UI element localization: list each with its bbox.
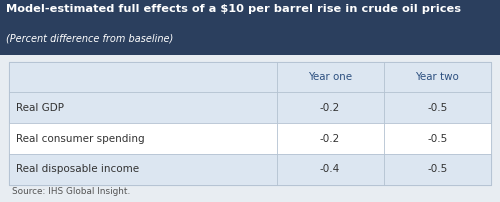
- Text: Real GDP: Real GDP: [16, 103, 64, 113]
- Bar: [9, 62, 491, 185]
- Text: -0.2: -0.2: [320, 134, 340, 144]
- Bar: [384, 62, 491, 93]
- Text: -0.5: -0.5: [427, 103, 448, 113]
- Bar: [276, 62, 384, 93]
- Text: Source: IHS Global Insight.: Source: IHS Global Insight.: [12, 187, 130, 196]
- Bar: [384, 93, 491, 123]
- Text: -0.5: -0.5: [427, 134, 448, 144]
- Text: Real disposable income: Real disposable income: [16, 164, 138, 175]
- Bar: [384, 154, 491, 185]
- Text: Year two: Year two: [416, 72, 459, 82]
- Text: -0.2: -0.2: [320, 103, 340, 113]
- Text: Model-estimated full effects of a $10 per barrel rise in crude oil prices: Model-estimated full effects of a $10 pe…: [6, 4, 462, 14]
- Bar: [384, 123, 491, 154]
- Bar: [9, 123, 276, 154]
- Text: (Percent difference from baseline): (Percent difference from baseline): [6, 34, 174, 44]
- Bar: [276, 123, 384, 154]
- Text: -0.4: -0.4: [320, 164, 340, 175]
- Text: Real consumer spending: Real consumer spending: [16, 134, 144, 144]
- Text: Year one: Year one: [308, 72, 352, 82]
- Bar: [9, 154, 276, 185]
- Text: -0.5: -0.5: [427, 164, 448, 175]
- Bar: [9, 62, 276, 93]
- Bar: [0, 0, 500, 55]
- Bar: [9, 93, 276, 123]
- Bar: [276, 93, 384, 123]
- Bar: [276, 154, 384, 185]
